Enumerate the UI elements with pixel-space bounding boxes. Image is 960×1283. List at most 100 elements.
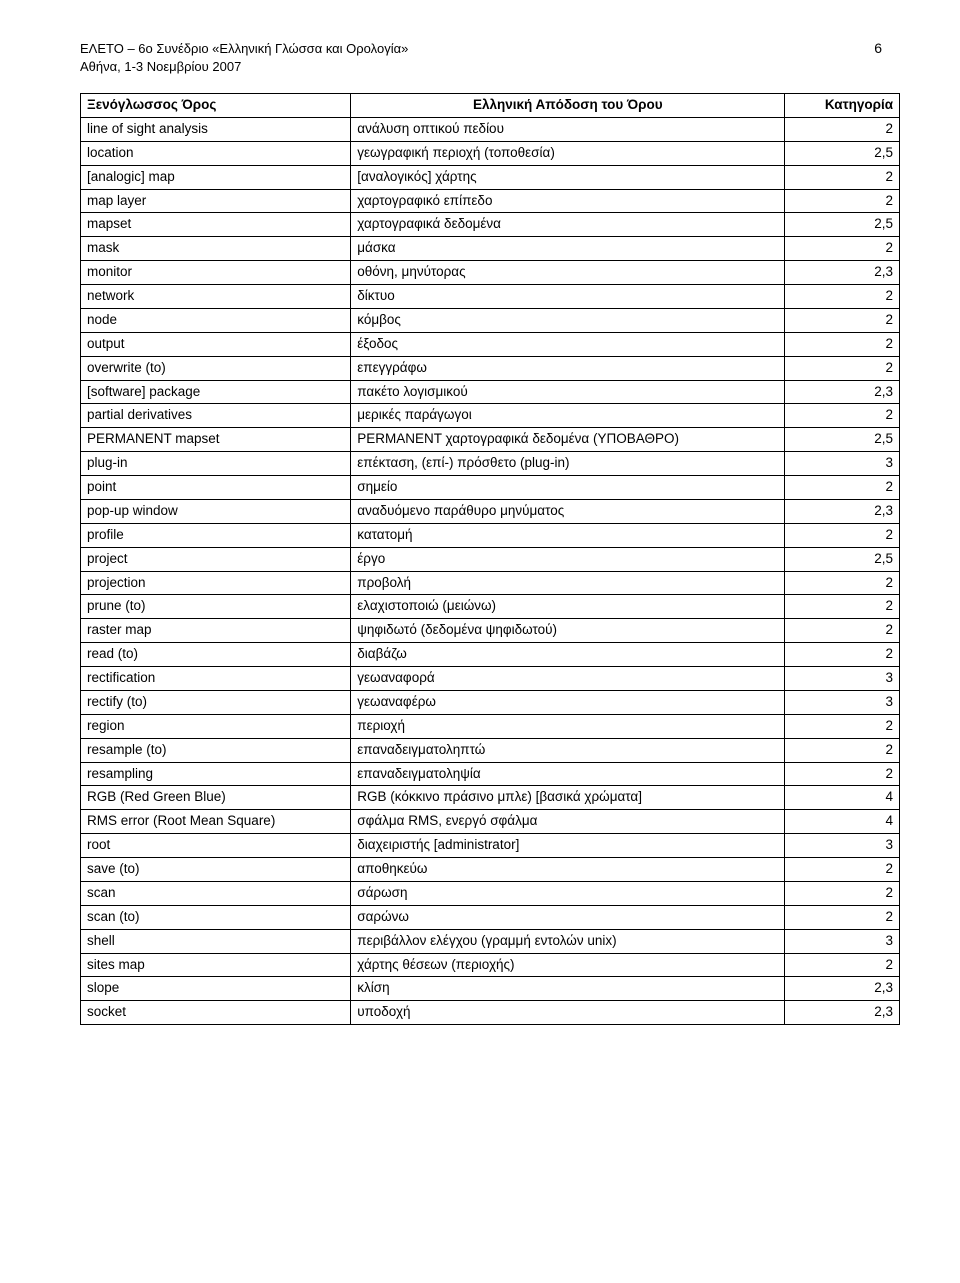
col-greek-term: Ελληνική Απόδοση του Όρου [351,94,785,118]
cell-category: 3 [785,667,900,691]
cell-category: 2,5 [785,547,900,571]
table-row: RGB (Red Green Blue)RGB (κόκκινο πράσινο… [81,786,900,810]
cell-greek-term: PERMANENT χαρτογραφικά δεδομένα (ΥΠΟΒΑΘΡ… [351,428,785,452]
cell-greek-term: διαβάζω [351,643,785,667]
table-row: scanσάρωση2 [81,881,900,905]
cell-foreign-term: mask [81,237,351,261]
cell-category: 2 [785,881,900,905]
cell-foreign-term: scan [81,881,351,905]
cell-foreign-term: RMS error (Root Mean Square) [81,810,351,834]
cell-foreign-term: scan (to) [81,905,351,929]
cell-category: 2,5 [785,213,900,237]
page-header: ΕΛΕΤΟ – 6ο Συνέδριο «Ελληνική Γλώσσα και… [80,40,900,75]
cell-category: 2 [785,332,900,356]
cell-foreign-term: root [81,834,351,858]
col-category: Κατηγορία [785,94,900,118]
cell-category: 2 [785,523,900,547]
cell-foreign-term: resample (to) [81,738,351,762]
table-row: sites mapχάρτης θέσεων (περιοχής)2 [81,953,900,977]
cell-category: 2,5 [785,141,900,165]
header-left: ΕΛΕΤΟ – 6ο Συνέδριο «Ελληνική Γλώσσα και… [80,40,408,75]
table-row: networkδίκτυο2 [81,285,900,309]
cell-greek-term: σαρώνω [351,905,785,929]
table-row: pointσημείο2 [81,476,900,500]
cell-foreign-term: [analogic] map [81,165,351,189]
cell-category: 2 [785,285,900,309]
table-row: maskμάσκα2 [81,237,900,261]
cell-greek-term: κόμβος [351,308,785,332]
cell-category: 2,5 [785,428,900,452]
cell-foreign-term: PERMANENT mapset [81,428,351,452]
cell-greek-term: σφάλμα RMS, ενεργό σφάλμα [351,810,785,834]
cell-greek-term: χάρτης θέσεων (περιοχής) [351,953,785,977]
cell-foreign-term: map layer [81,189,351,213]
table-row: profileκατατομή2 [81,523,900,547]
cell-greek-term: γεωγραφική περιοχή (τοποθεσία) [351,141,785,165]
cell-foreign-term: output [81,332,351,356]
cell-category: 2 [785,953,900,977]
cell-foreign-term: project [81,547,351,571]
cell-foreign-term: pop-up window [81,499,351,523]
cell-greek-term: χαρτογραφικό επίπεδο [351,189,785,213]
cell-category: 2 [785,308,900,332]
cell-category: 2,3 [785,499,900,523]
table-row: plug-inεπέκταση, (επί-) πρόσθετο (plug-i… [81,452,900,476]
cell-greek-term: ελαχιστοποιώ (μειώνω) [351,595,785,619]
cell-category: 2 [785,738,900,762]
cell-greek-term: έξοδος [351,332,785,356]
cell-foreign-term: projection [81,571,351,595]
cell-greek-term: αναδυόμενο παράθυρο μηνύματος [351,499,785,523]
cell-greek-term: κλίση [351,977,785,1001]
table-row: shellπεριβάλλον ελέγχου (γραμμή εντολών … [81,929,900,953]
table-row: rectify (to)γεωαναφέρω3 [81,690,900,714]
cell-greek-term: επαναδειγματοληπτώ [351,738,785,762]
cell-foreign-term: [software] package [81,380,351,404]
cell-foreign-term: sites map [81,953,351,977]
table-row: rectificationγεωαναφορά3 [81,667,900,691]
cell-foreign-term: node [81,308,351,332]
cell-category: 3 [785,690,900,714]
cell-category: 2 [785,237,900,261]
terminology-table: Ξενόγλωσσος Όρος Ελληνική Απόδοση του Όρ… [80,93,900,1025]
table-header-row: Ξενόγλωσσος Όρος Ελληνική Απόδοση του Όρ… [81,94,900,118]
table-row: projectionπροβολή2 [81,571,900,595]
cell-greek-term: προβολή [351,571,785,595]
cell-category: 2 [785,643,900,667]
cell-category: 4 [785,810,900,834]
cell-category: 2 [785,905,900,929]
cell-foreign-term: prune (to) [81,595,351,619]
table-row: prune (to)ελαχιστοποιώ (μειώνω)2 [81,595,900,619]
table-row: [analogic] map[αναλογικός] χάρτης2 [81,165,900,189]
cell-greek-term: οθόνη, μηνύτορας [351,261,785,285]
cell-greek-term: διαχειριστής [administrator] [351,834,785,858]
cell-greek-term: επέκταση, (επί-) πρόσθετο (plug-in) [351,452,785,476]
cell-greek-term: επεγγράφω [351,356,785,380]
cell-category: 3 [785,834,900,858]
cell-foreign-term: raster map [81,619,351,643]
header-line-1: ΕΛΕΤΟ – 6ο Συνέδριο «Ελληνική Γλώσσα και… [80,40,408,58]
table-row: socketυποδοχή2,3 [81,1001,900,1025]
cell-foreign-term: location [81,141,351,165]
cell-category: 3 [785,929,900,953]
cell-greek-term: έργο [351,547,785,571]
table-row: partial derivativesμερικές παράγωγοι2 [81,404,900,428]
table-row: locationγεωγραφική περιοχή (τοποθεσία)2,… [81,141,900,165]
cell-category: 2,3 [785,977,900,1001]
cell-greek-term: περιοχή [351,714,785,738]
table-row: read (to)διαβάζω2 [81,643,900,667]
cell-category: 2 [785,571,900,595]
cell-greek-term: σημείο [351,476,785,500]
cell-greek-term: πακέτο λογισμικού [351,380,785,404]
cell-greek-term: χαρτογραφικά δεδομένα [351,213,785,237]
cell-category: 2 [785,619,900,643]
cell-foreign-term: profile [81,523,351,547]
cell-foreign-term: socket [81,1001,351,1025]
cell-foreign-term: overwrite (to) [81,356,351,380]
table-row: overwrite (to)επεγγράφω2 [81,356,900,380]
table-row: PERMANENT mapsetPERMANENT χαρτογραφικά δ… [81,428,900,452]
cell-category: 2 [785,356,900,380]
cell-foreign-term: read (to) [81,643,351,667]
cell-foreign-term: point [81,476,351,500]
table-row: [software] packageπακέτο λογισμικού2,3 [81,380,900,404]
cell-foreign-term: monitor [81,261,351,285]
